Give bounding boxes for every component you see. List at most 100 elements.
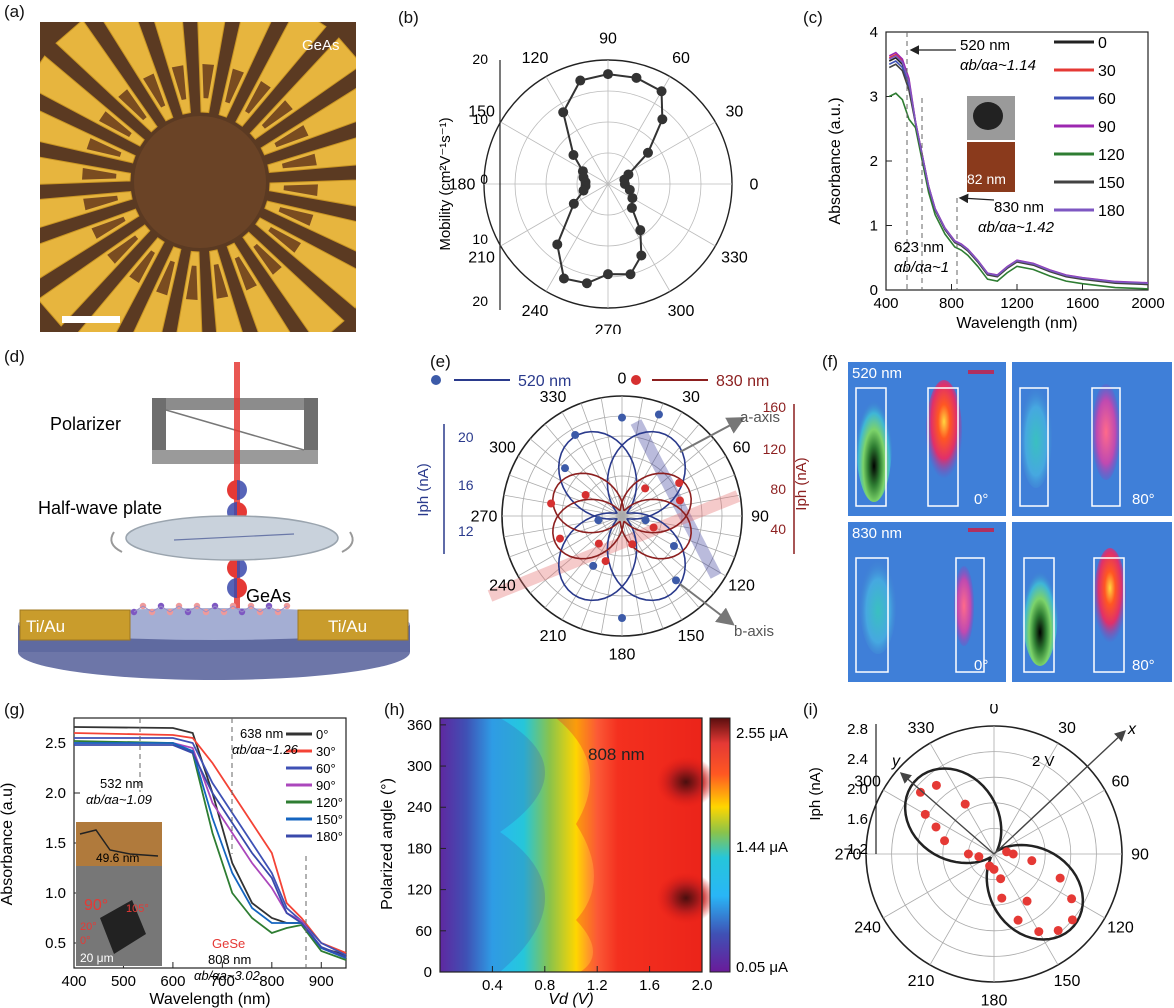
y-tick: 60 <box>415 923 432 940</box>
data-point-830 <box>547 499 556 508</box>
data-point-520 <box>589 561 598 570</box>
y-axis-label: y <box>891 753 901 770</box>
x-tick: 1.6 <box>639 977 660 994</box>
angle-label: 30 <box>726 104 744 121</box>
data-point <box>1027 856 1037 866</box>
data-point-830 <box>601 557 610 566</box>
data-point <box>920 809 930 819</box>
electrode-gap <box>185 265 198 300</box>
half-wave-plate <box>125 515 339 561</box>
electrode-gap <box>118 89 147 121</box>
angle-label: 60 <box>672 50 690 67</box>
electrode-outline <box>1023 557 1055 673</box>
x-axis-arrow <box>993 730 1127 855</box>
colorbar-min: 0.05 μA <box>736 959 788 976</box>
data-point <box>997 893 1007 903</box>
data-point <box>578 185 589 196</box>
i-tick-28: 2.8 <box>847 721 868 738</box>
data-point <box>552 239 563 250</box>
data-point <box>656 86 667 97</box>
angle-label: 60 <box>733 440 751 457</box>
y-tick: 360 <box>407 717 432 734</box>
ann-808-ratio: αb/αa~3.02 <box>194 968 261 983</box>
fit-curve <box>552 472 692 560</box>
data-point <box>636 250 647 261</box>
electrode-gap <box>268 227 301 253</box>
i-tick-24: 2.4 <box>847 751 868 768</box>
angle-label: 150 <box>678 628 705 645</box>
data-point <box>931 780 941 790</box>
c-xlabel: Wavelength (nm) <box>956 315 1077 332</box>
x-tick: 0.8 <box>534 977 555 994</box>
angle-label: 120 <box>522 50 549 67</box>
legend-label: 180° <box>316 829 343 844</box>
absorbance-curve <box>888 54 1149 285</box>
angle-label: 180 <box>981 993 1008 1008</box>
electrode-gap <box>83 195 119 211</box>
electrode-gap <box>245 81 271 114</box>
x-tick: 1200 <box>1000 295 1033 312</box>
angle-label: 330 <box>540 389 567 406</box>
data-point <box>558 107 569 118</box>
heatmap-max-lower <box>656 872 716 924</box>
data-point-830 <box>594 539 603 548</box>
electrode-gap <box>234 256 257 291</box>
polar-spoke <box>993 853 1106 919</box>
y-tick: 1 <box>870 218 878 235</box>
angle-label: 270 <box>471 509 498 526</box>
polar-spoke <box>500 121 609 185</box>
inset-scale: 20 μm <box>80 951 114 965</box>
legend-label: 90° <box>316 778 336 793</box>
data-point-520 <box>618 614 626 622</box>
x-tick: 1600 <box>1066 295 1099 312</box>
polarizer-frame-right <box>304 398 318 462</box>
electrode-spokes <box>40 22 356 332</box>
rotation-arrow-left <box>110 531 123 553</box>
ann-623-wl: 623 nm <box>894 239 944 256</box>
polar-angle-labels: 0 30 60 90 120 150 180 210 240 270 300 330 <box>835 704 1149 1008</box>
ann-532-ratio: αb/αa~1.09 <box>86 792 152 807</box>
ann-638-ratio: αb/αa~1.26 <box>232 742 299 757</box>
electrode-gap <box>82 167 117 180</box>
data-point <box>1034 927 1044 937</box>
legend-label: 120° <box>316 795 343 810</box>
electrode-gap <box>225 68 244 104</box>
polar-spoke <box>561 411 623 517</box>
electrode-gap <box>213 263 229 299</box>
data-point-830 <box>649 523 658 532</box>
i-tick-16: 1.6 <box>847 811 868 828</box>
polar-grid <box>865 725 1123 983</box>
angle-label: 300 <box>668 303 695 320</box>
y-tick: 2 <box>870 153 878 170</box>
b-axis-label: b-axis <box>734 623 774 640</box>
polar-spoke <box>621 411 683 517</box>
angle-label: 270 <box>595 323 622 334</box>
electrode-outline <box>1093 557 1125 673</box>
panel-label-g: (g) <box>4 700 25 719</box>
colorbar-mid: 1.44 μA <box>736 839 788 856</box>
angle-label: 300 <box>489 440 516 457</box>
angle-label: 90 <box>751 509 769 526</box>
inset-angle-0: 0° <box>80 935 91 947</box>
legend-blue-marker <box>431 375 441 385</box>
polar-spoke <box>545 76 609 185</box>
angle-label: 150 <box>1054 973 1081 990</box>
data-point <box>1002 847 1012 857</box>
polar-spoke <box>621 403 664 517</box>
data-point <box>960 799 970 809</box>
polar-spoke <box>621 515 715 594</box>
angle-label: 120 <box>728 578 755 595</box>
polar-grid <box>501 395 743 637</box>
electrode-right <box>297 609 409 641</box>
data-point-830 <box>581 491 590 499</box>
angle-label: 210 <box>468 250 495 267</box>
panel-g-absorbance: 400 500 600 700 800 900 0.5 1.0 1.5 2.0 2.5 0° 30° 6… <box>0 717 347 1008</box>
colorbar-max: 2.55 μA <box>736 725 788 742</box>
electrode-gap <box>99 111 132 137</box>
data-point <box>1067 915 1077 925</box>
arrow-830 <box>958 193 995 204</box>
x-tick: 400 <box>873 295 898 312</box>
data-point-520 <box>594 516 603 525</box>
map-angle-80: 80° <box>1132 491 1155 508</box>
